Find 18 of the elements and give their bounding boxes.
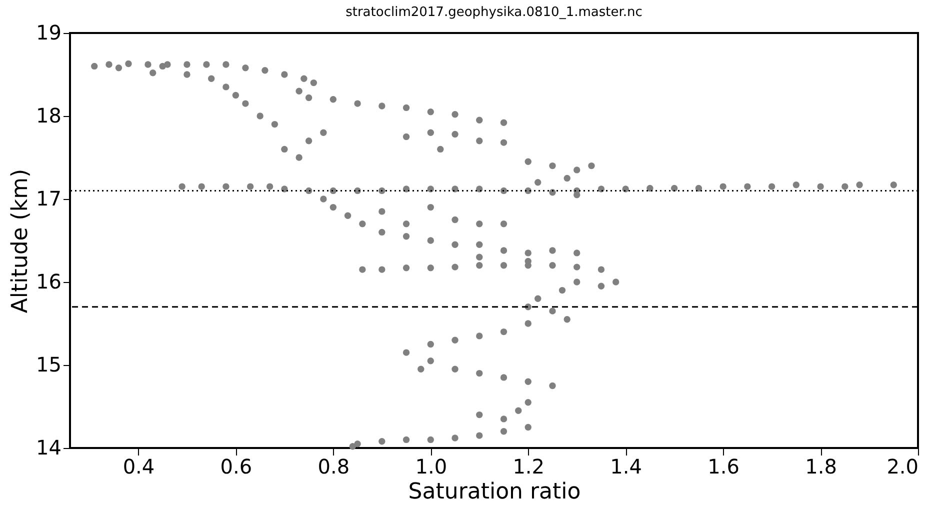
y-tick-label: 17 [36, 186, 62, 210]
y-tick-label: 16 [36, 270, 62, 294]
x-tick-label: 1.8 [805, 454, 837, 478]
x-tick-label: 1.0 [415, 454, 448, 478]
x-axis-title: Saturation ratio [408, 480, 581, 504]
x-tick-label: 1.6 [708, 454, 740, 478]
y-axis-title: Altitude (km) [8, 168, 34, 314]
x-tick-label: 1.4 [610, 454, 642, 478]
y-tick-label: 14 [36, 436, 62, 460]
y-tick-label: 15 [36, 352, 62, 376]
chart-title: stratoclim2017.geophysika.0810_1.master.nc [346, 5, 642, 20]
x-tick-label: 1.2 [512, 454, 545, 478]
x-tick-label: 0.4 [122, 454, 155, 478]
x-tick-label: 0.8 [318, 454, 350, 478]
x-tick-label: 0.6 [220, 454, 252, 478]
y-tick-label: 18 [36, 104, 62, 128]
x-tick-label: 2.0 [886, 454, 918, 478]
y-tick-label: 19 [36, 20, 62, 44]
